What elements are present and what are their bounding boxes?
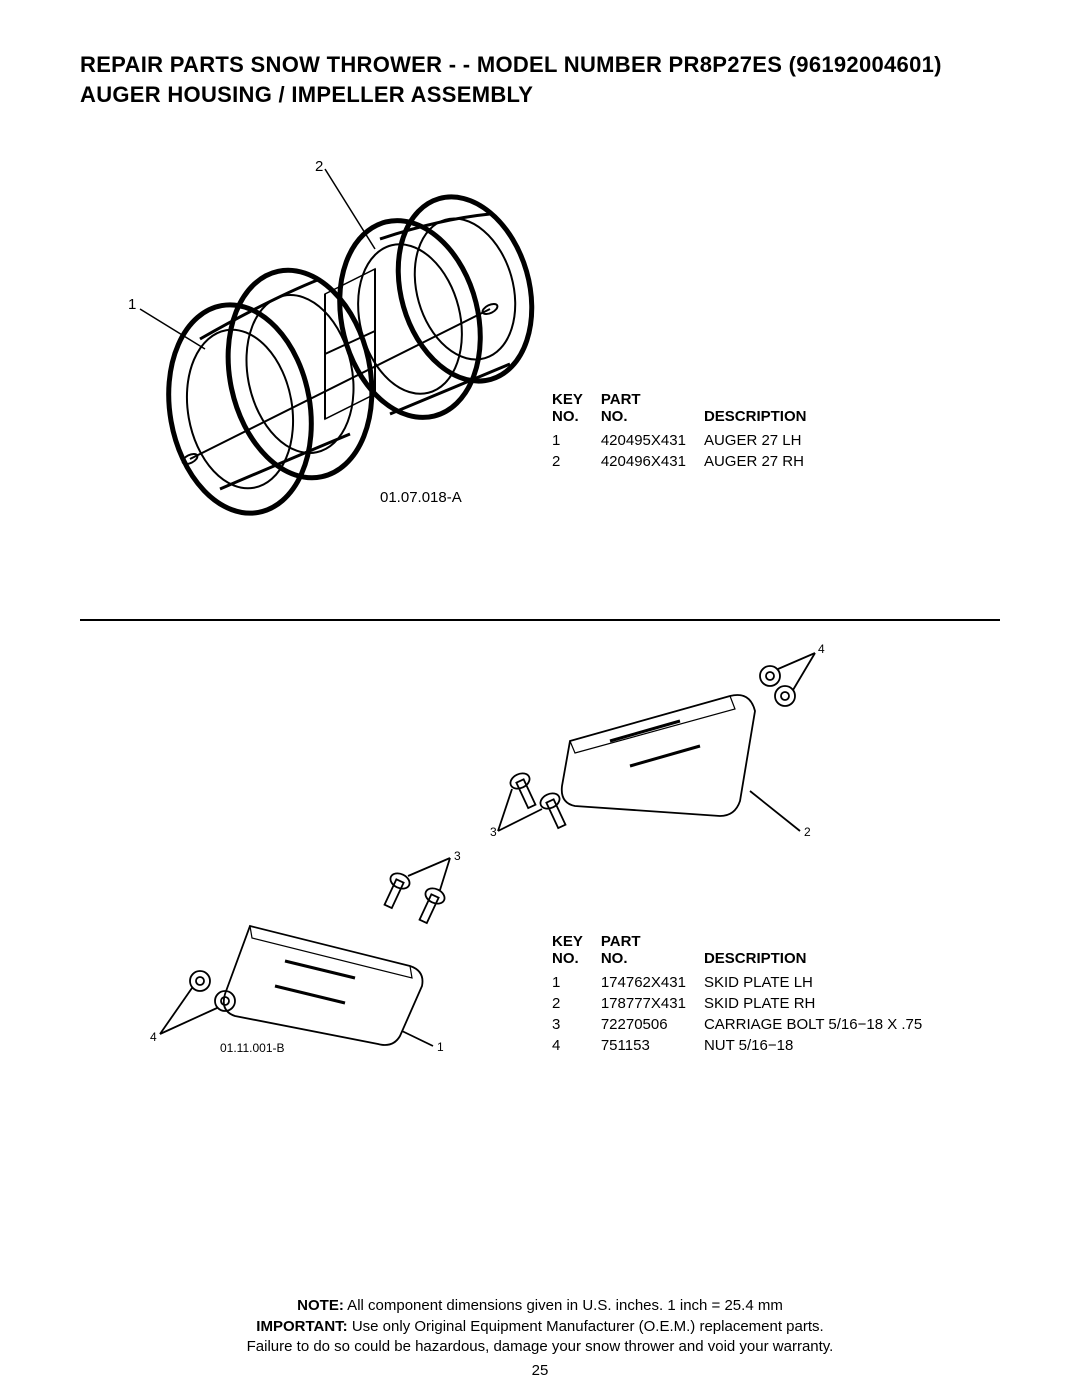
callout-3-rh: 3 [490,825,497,839]
important-label: IMPORTANT: [256,1318,347,1335]
auger-parts-table: KEY NO. PART NO. DESCRIPTION 1 420495X43… [550,389,824,473]
skid-section: 4 3 2 3 [80,641,1000,1101]
callout-4-rh: 4 [818,642,825,656]
note-label: NOTE: [297,1297,344,1314]
title-line-2: AUGER HOUSING / IMPELLER ASSEMBLY [80,80,1000,110]
auger-section: 1 2 01.07.018-A KEY NO. PART NO. DESCRIP… [80,149,1000,619]
diagram-code-lower: 01.11.001-B [220,1041,285,1055]
table-row: 1 174762X431 SKID PLATE LH [552,973,938,992]
footer-notes: NOTE: All component dimensions given in … [0,1296,1080,1357]
note-text: All component dimensions given in U.S. i… [344,1297,783,1314]
callout-1: 1 [128,296,136,313]
diagram-code-upper: 01.07.018-A [380,489,462,506]
callout-2: 2 [315,158,323,175]
col-desc: DESCRIPTION [704,391,823,429]
table-row: 1 420495X431 AUGER 27 LH [552,431,822,450]
table-row: 2 178777X431 SKID PLATE RH [552,994,938,1013]
skid-plate-lh-diagram: 3 4 1 [140,846,470,1056]
callout-1-lh: 1 [437,1040,444,1054]
skid-parts-table: KEY NO. PART NO. DESCRIPTION 1 174762X43… [550,931,940,1057]
col-key: KEY NO. [552,391,599,429]
col-part: PART NO. [601,933,702,971]
table-row: 3 72270506 CARRIAGE BOLT 5/16−18 X .75 [552,1015,938,1034]
callout-4-lh: 4 [150,1030,157,1044]
table-row: 4 751153 NUT 5/16−18 [552,1036,938,1055]
title-line-1: REPAIR PARTS SNOW THROWER - - MODEL NUMB… [80,50,1000,80]
col-part: PART NO. [601,391,702,429]
page-title-block: REPAIR PARTS SNOW THROWER - - MODEL NUMB… [80,50,1000,109]
col-key: KEY NO. [552,933,599,971]
important-text: Use only Original Equipment Manufacturer… [348,1318,824,1335]
skid-plate-rh-diagram: 4 3 2 [480,641,840,841]
footer-line-3: Failure to do so could be hazardous, dam… [0,1337,1080,1357]
auger-diagram: 1 2 [120,149,550,529]
col-desc: DESCRIPTION [704,933,938,971]
callout-2-rh: 2 [804,825,811,839]
section-divider [80,619,1000,621]
callout-3-lh: 3 [454,849,461,863]
table-row: 2 420496X431 AUGER 27 RH [552,452,822,471]
page-number: 25 [0,1362,1080,1379]
